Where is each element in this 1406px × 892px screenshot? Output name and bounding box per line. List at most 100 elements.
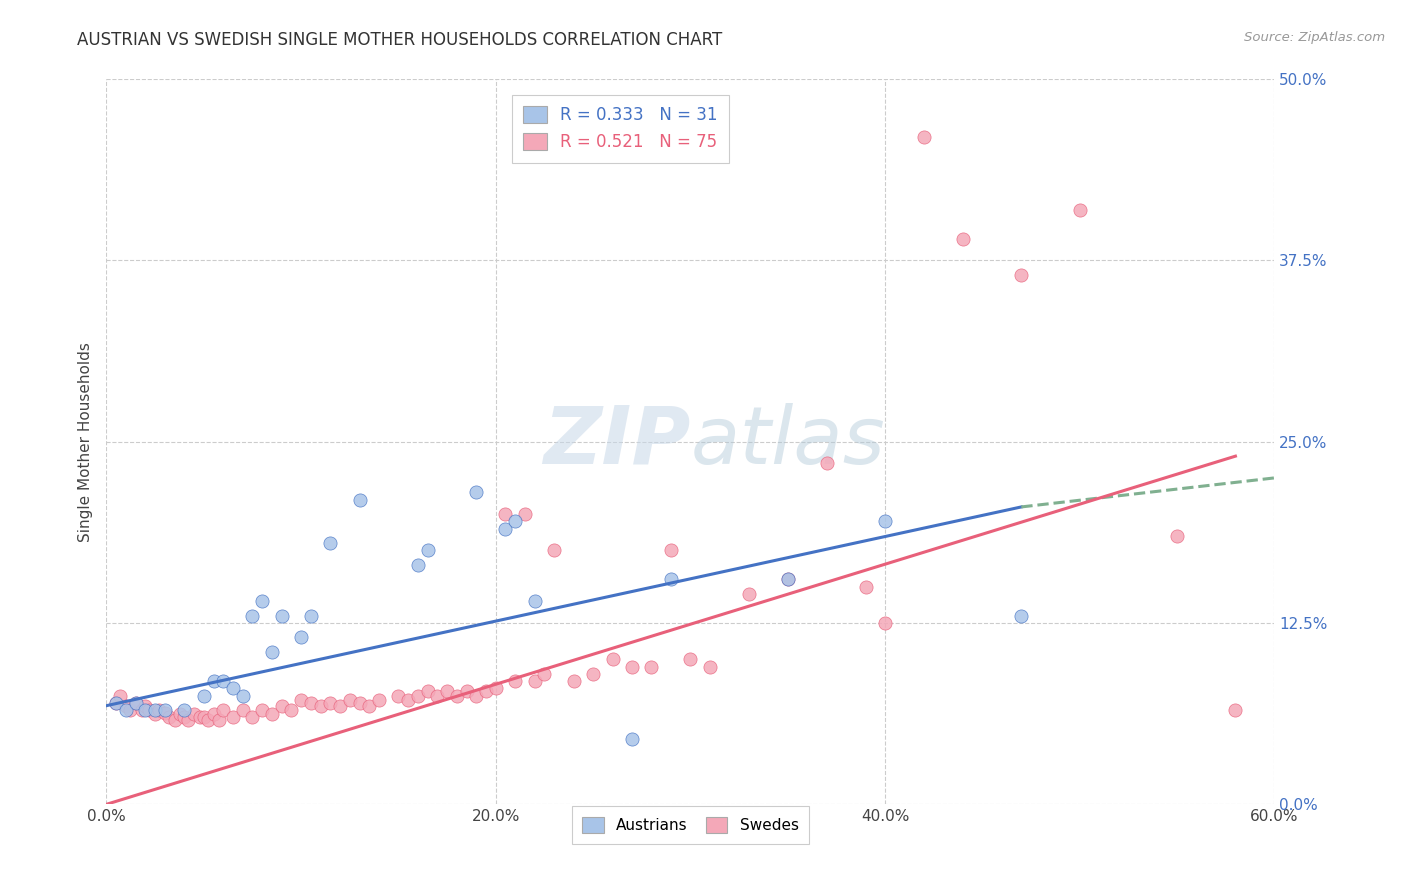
Point	[503, 515, 526, 529]
Point	[456, 684, 478, 698]
Point	[1166, 529, 1188, 543]
Point	[329, 698, 352, 713]
Point	[912, 130, 935, 145]
Point	[212, 703, 235, 717]
Point	[222, 681, 245, 696]
Point	[105, 696, 128, 710]
Point	[349, 696, 371, 710]
Point	[118, 703, 141, 717]
Point	[212, 673, 235, 688]
Point	[173, 710, 195, 724]
Point	[659, 573, 682, 587]
Point	[134, 698, 156, 713]
Point	[475, 684, 498, 698]
Point	[124, 696, 146, 710]
Text: atlas: atlas	[690, 402, 886, 481]
Point	[124, 696, 146, 710]
Point	[309, 698, 332, 713]
Point	[242, 608, 264, 623]
Point	[134, 703, 156, 717]
Point	[202, 673, 225, 688]
Point	[349, 492, 371, 507]
Point	[1225, 703, 1247, 717]
Point	[621, 659, 644, 673]
Point	[699, 659, 721, 673]
Point	[202, 707, 225, 722]
Point	[232, 689, 254, 703]
Point	[290, 693, 312, 707]
Point	[115, 698, 138, 713]
Point	[148, 703, 170, 717]
Point	[387, 689, 409, 703]
Point	[873, 615, 896, 630]
Point	[270, 608, 292, 623]
Point	[1069, 202, 1091, 217]
Point	[776, 573, 799, 587]
Point	[416, 684, 439, 698]
Point	[659, 543, 682, 558]
Point	[776, 573, 799, 587]
Point	[169, 707, 191, 722]
Point	[582, 666, 605, 681]
Point	[1010, 608, 1032, 623]
Point	[503, 673, 526, 688]
Text: ZIP: ZIP	[543, 402, 690, 481]
Point	[188, 710, 211, 724]
Legend: Austrians, Swedes: Austrians, Swedes	[572, 806, 810, 844]
Point	[260, 645, 283, 659]
Point	[640, 659, 662, 673]
Y-axis label: Single Mother Households: Single Mother Households	[79, 342, 93, 541]
Point	[562, 673, 585, 688]
Point	[163, 713, 186, 727]
Point	[416, 543, 439, 558]
Point	[465, 689, 488, 703]
Point	[290, 631, 312, 645]
Point	[1010, 268, 1032, 282]
Point	[280, 703, 302, 717]
Point	[260, 707, 283, 722]
Point	[523, 594, 546, 608]
Point	[177, 713, 200, 727]
Point	[115, 703, 138, 717]
Point	[495, 522, 517, 536]
Point	[157, 710, 180, 724]
Point	[602, 652, 624, 666]
Point	[495, 507, 517, 521]
Point	[319, 536, 342, 550]
Point	[368, 693, 391, 707]
Point	[143, 707, 166, 722]
Point	[250, 703, 273, 717]
Point	[232, 703, 254, 717]
Point	[153, 706, 176, 720]
Point	[359, 698, 381, 713]
Point	[523, 673, 546, 688]
Point	[952, 231, 974, 245]
Point	[250, 594, 273, 608]
Point	[406, 558, 429, 572]
Text: Source: ZipAtlas.com: Source: ZipAtlas.com	[1244, 31, 1385, 45]
Point	[406, 689, 429, 703]
Point	[143, 703, 166, 717]
Point	[855, 580, 877, 594]
Point	[485, 681, 508, 696]
Point	[465, 485, 488, 500]
Point	[679, 652, 702, 666]
Point	[533, 666, 555, 681]
Point	[197, 713, 219, 727]
Point	[208, 713, 231, 727]
Point	[436, 684, 458, 698]
Point	[193, 710, 215, 724]
Point	[138, 703, 160, 717]
Point	[173, 703, 195, 717]
Point	[426, 689, 449, 703]
Point	[108, 689, 131, 703]
Point	[193, 689, 215, 703]
Point	[513, 507, 536, 521]
Point	[153, 703, 176, 717]
Point	[270, 698, 292, 713]
Point	[299, 608, 322, 623]
Point	[131, 703, 153, 717]
Point	[319, 696, 342, 710]
Point	[339, 693, 361, 707]
Point	[543, 543, 565, 558]
